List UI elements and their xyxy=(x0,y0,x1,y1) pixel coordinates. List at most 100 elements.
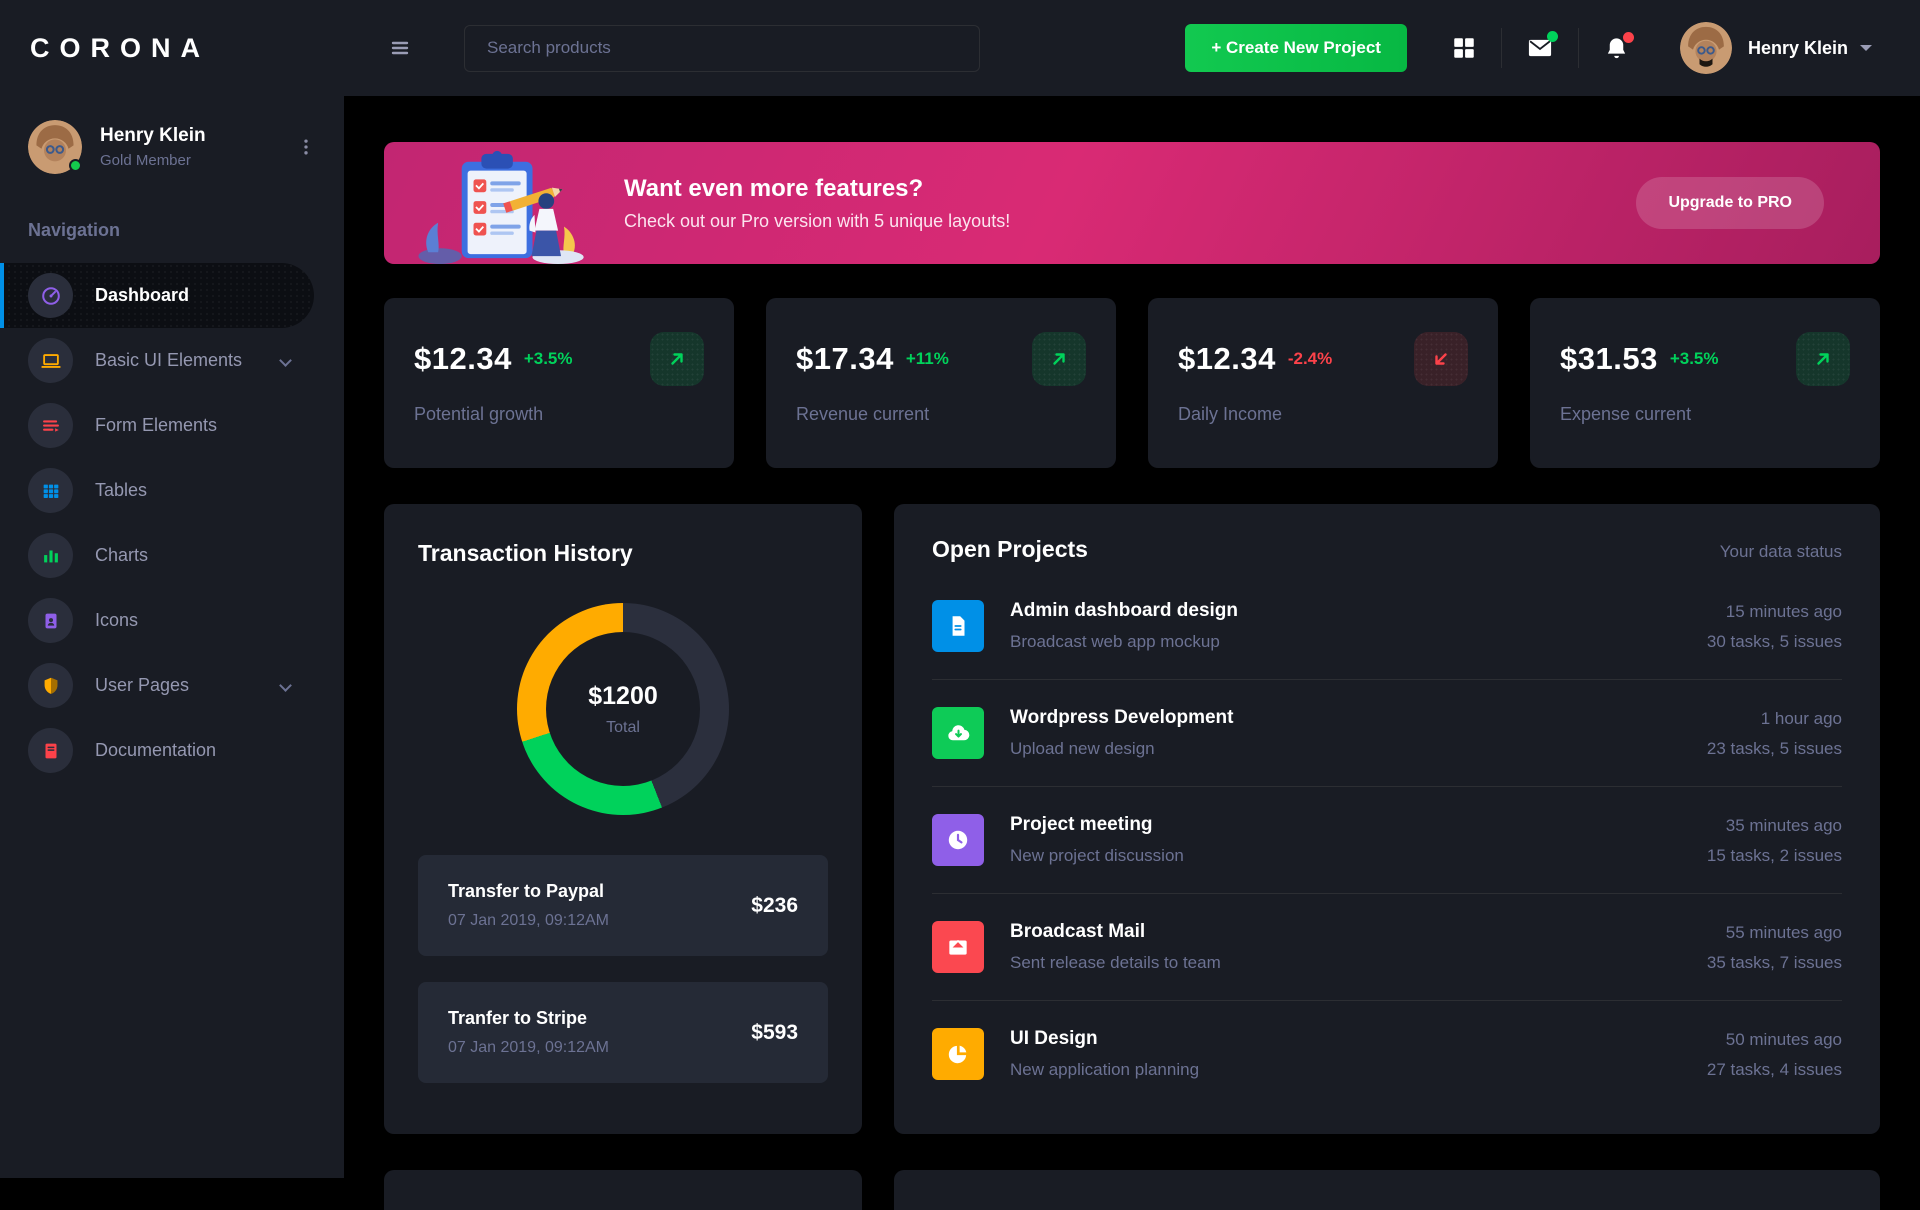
project-meta: 23 tasks, 5 issues xyxy=(1706,738,1842,758)
arrow-up-right-icon[interactable] xyxy=(1032,332,1086,386)
cloud-download-icon xyxy=(932,707,984,759)
search-box xyxy=(464,24,980,72)
project-time: 35 minutes ago xyxy=(1725,815,1842,835)
stat-value: $17.34 xyxy=(796,341,894,376)
open-projects-title: Open Projects xyxy=(932,536,1088,562)
project-time: 55 minutes ago xyxy=(1725,922,1842,942)
stat-label: Revenue current xyxy=(796,404,930,424)
project-row-broadcast-mail: Broadcast Mail Sent release details to t… xyxy=(932,894,1842,1001)
search-input[interactable] xyxy=(465,25,979,71)
user-avatar xyxy=(1679,22,1732,74)
transaction-title: Tranfer to Stripe xyxy=(448,1008,588,1028)
profile-membership: Gold Member xyxy=(100,152,191,169)
donut-total-label: Total xyxy=(606,718,640,736)
transaction-row-paypal: Transfer to Paypal 07 Jan 2019, 09:12AM … xyxy=(418,855,828,956)
stat-label: Daily Income xyxy=(1178,404,1283,424)
create-new-project-button[interactable]: + Create New Project xyxy=(1185,24,1407,72)
user-menu[interactable]: Henry Klein xyxy=(1679,22,1872,74)
stat-card-expense-current: $31.53 +3.5% Expense current xyxy=(1530,298,1880,468)
transaction-amount: $593 xyxy=(751,1020,798,1044)
profile-options-icon[interactable] xyxy=(296,137,316,157)
sidebar-item-user-pages[interactable]: User Pages xyxy=(0,653,314,718)
next-row-peek xyxy=(384,1170,1880,1210)
panels-row: Transaction History $1200 Total Transfer… xyxy=(384,504,1880,1134)
project-meta: 27 tasks, 4 issues xyxy=(1706,1059,1842,1079)
grid-icon[interactable] xyxy=(1451,35,1477,61)
shield-icon xyxy=(28,663,73,708)
transaction-row-stripe: Tranfer to Stripe 07 Jan 2019, 09:12AM $… xyxy=(418,982,828,1083)
pie-chart-icon xyxy=(932,1028,984,1080)
sidebar-item-documentation[interactable]: Documentation xyxy=(0,718,314,783)
mail-icon[interactable] xyxy=(1526,31,1558,62)
top-navbar: CORONA + Create New Project Henry Klein xyxy=(0,0,1920,96)
stat-delta: +11% xyxy=(905,349,949,368)
donut-total-value: $1200 xyxy=(588,681,658,710)
transaction-date: 07 Jan 2019, 09:12AM xyxy=(448,912,610,929)
chevron-down-icon xyxy=(1860,45,1872,51)
sidebar-item-tables[interactable]: Tables xyxy=(0,458,314,523)
project-time: 50 minutes ago xyxy=(1725,1029,1842,1049)
sidebar-item-charts[interactable]: Charts xyxy=(0,523,314,588)
project-row-wordpress: Wordpress Development Upload new design … xyxy=(932,680,1842,787)
chevron-down-icon xyxy=(279,679,292,692)
form-lines-icon xyxy=(28,403,73,448)
transaction-history-panel: Transaction History $1200 Total Transfer… xyxy=(384,504,862,1134)
project-row-admin-dashboard: Admin dashboard design Broadcast web app… xyxy=(932,573,1842,680)
transaction-donut-chart: $1200 Total xyxy=(517,603,729,815)
sidebar-item-icons[interactable]: Icons xyxy=(0,588,314,653)
sidebar-item-form-elements[interactable]: Form Elements xyxy=(0,393,314,458)
project-meta: 35 tasks, 7 issues xyxy=(1706,952,1842,972)
pro-banner: Want even more features? Check out our P… xyxy=(384,142,1880,264)
nav-section-label: Navigation xyxy=(28,220,121,240)
online-status-dot xyxy=(69,159,82,172)
chevron-down-icon xyxy=(279,354,292,367)
data-status-label: Your data status xyxy=(1719,542,1842,561)
upgrade-to-pro-button[interactable]: Upgrade to PRO xyxy=(1636,177,1824,229)
stat-delta: +3.5% xyxy=(1669,349,1719,368)
mail-badge xyxy=(1546,31,1558,42)
stat-value: $12.34 xyxy=(414,341,512,376)
open-projects-panel: Open Projects Your data status Admin das… xyxy=(894,504,1880,1134)
banner-subtitle: Check out our Pro version with 5 unique … xyxy=(624,210,1011,231)
sidebar-profile: Henry Klein Gold Member xyxy=(0,96,344,184)
contact-card-icon xyxy=(28,598,73,643)
peek-card xyxy=(894,1170,1880,1210)
navbar-right: + Create New Project Henry Klein xyxy=(1185,22,1920,74)
transaction-history-title: Transaction History xyxy=(418,540,633,566)
project-row-ui-design: UI Design New application planning 50 mi… xyxy=(932,1001,1842,1107)
arrow-up-right-icon[interactable] xyxy=(1796,332,1850,386)
stat-value: $31.53 xyxy=(1560,341,1658,376)
stat-card-revenue-current: $17.34 +11% Revenue current xyxy=(766,298,1116,468)
laptop-icon xyxy=(28,338,73,383)
bell-badge xyxy=(1622,31,1634,43)
brand-box: CORONA xyxy=(0,33,344,64)
project-row-meeting: Project meeting New project discussion 3… xyxy=(932,787,1842,894)
profile-avatar xyxy=(28,120,82,174)
project-meta: 15 tasks, 2 issues xyxy=(1706,845,1842,865)
clipboard-checklist-illustration xyxy=(384,142,624,264)
project-time: 1 hour ago xyxy=(1760,708,1842,728)
sidebar-item-basic-ui-elements[interactable]: Basic UI Elements xyxy=(0,328,314,393)
arrow-up-right-icon[interactable] xyxy=(650,332,704,386)
banner-title: Want even more features? xyxy=(624,174,924,202)
bell-icon[interactable] xyxy=(1603,31,1634,62)
menu-icon[interactable] xyxy=(388,36,412,60)
book-icon xyxy=(28,728,73,773)
transaction-title: Transfer to Paypal xyxy=(448,881,605,901)
clock-icon xyxy=(932,814,984,866)
speedometer-icon xyxy=(28,273,73,318)
stat-label: Potential growth xyxy=(414,404,544,424)
sidebar-item-dashboard[interactable]: Dashboard xyxy=(0,263,314,328)
profile-name: Henry Klein xyxy=(100,125,206,146)
transaction-date: 07 Jan 2019, 09:12AM xyxy=(448,1039,610,1056)
stat-delta: +3.5% xyxy=(523,349,573,368)
project-time: 15 minutes ago xyxy=(1725,601,1842,621)
main-content: Want even more features? Check out our P… xyxy=(344,96,1920,1210)
bar-chart-icon xyxy=(28,533,73,578)
document-icon xyxy=(932,600,984,652)
transaction-amount: $236 xyxy=(751,893,798,917)
arrow-down-left-icon[interactable] xyxy=(1414,332,1468,386)
stats-row: $12.34 +3.5% Potential growth $17.34 +11… xyxy=(384,298,1880,468)
stat-card-daily-income: $12.34 -2.4% Daily Income xyxy=(1148,298,1498,468)
stat-delta: -2.4% xyxy=(1287,349,1333,368)
